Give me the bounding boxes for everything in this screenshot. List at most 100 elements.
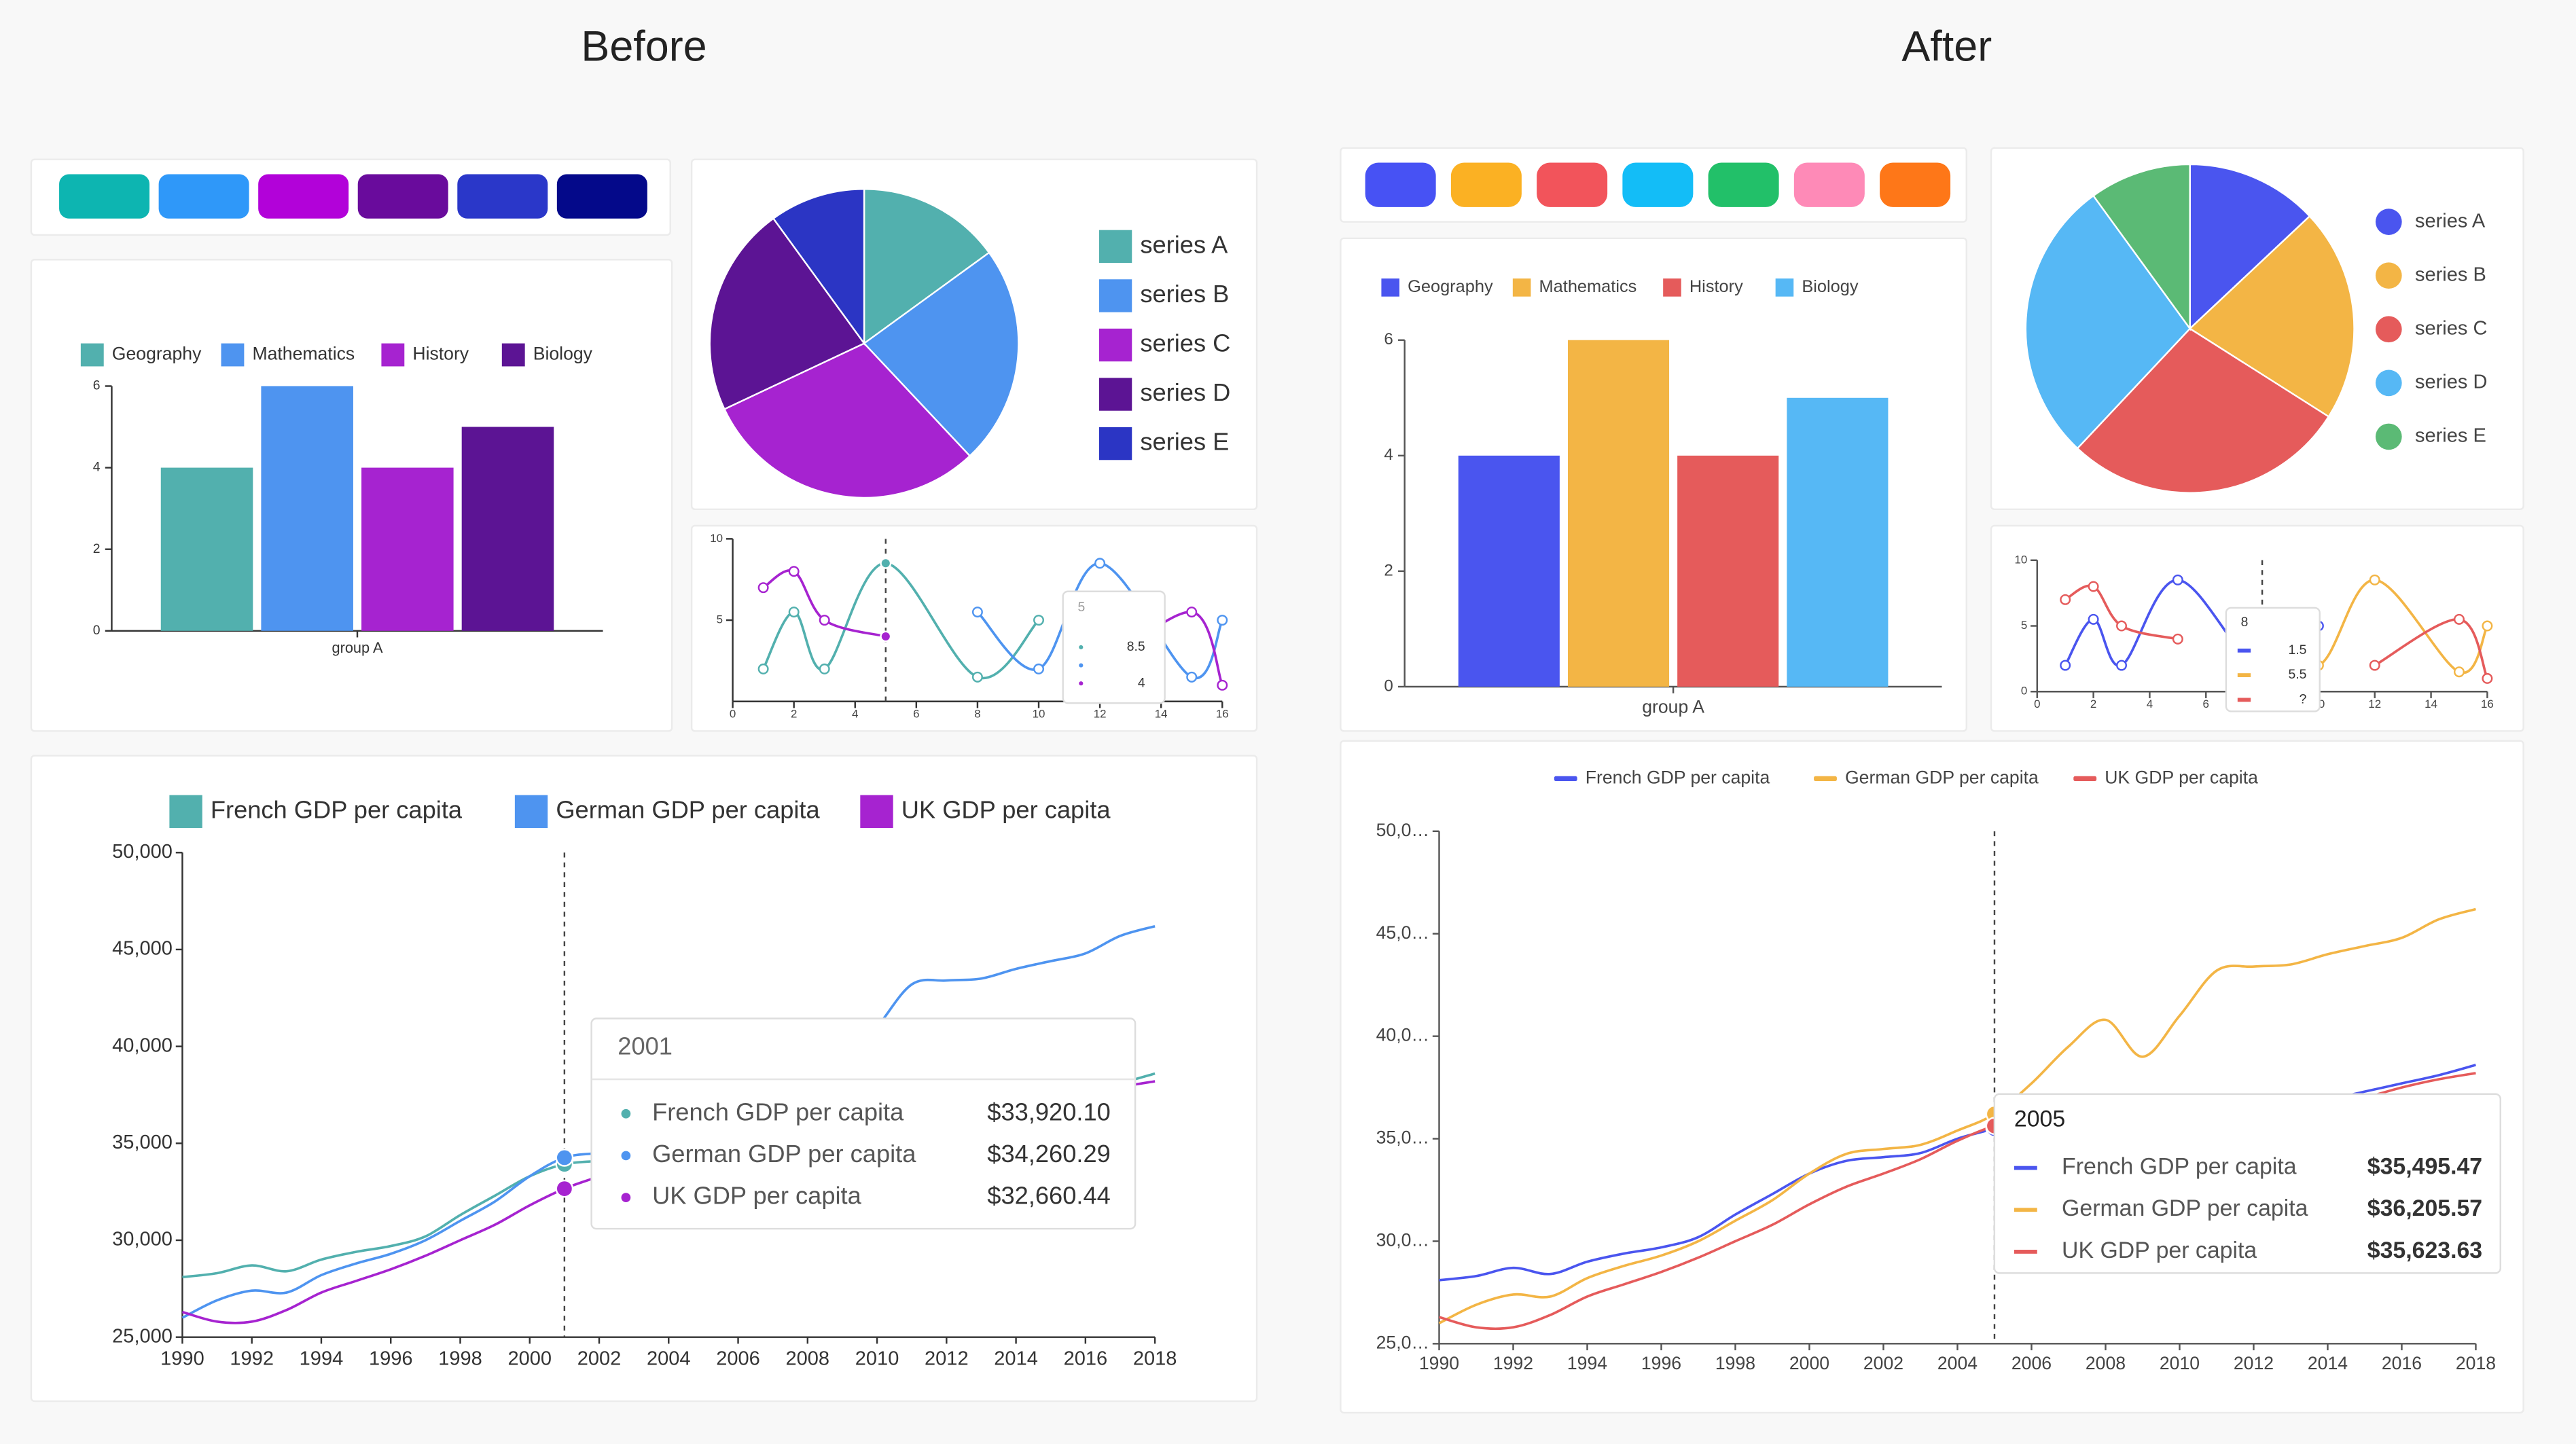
x-tick-label: 1992 — [1493, 1353, 1533, 1373]
legend-marker — [2375, 423, 2402, 450]
x-tick-label: 2006 — [2011, 1353, 2052, 1373]
data-point — [819, 663, 830, 674]
y-tick-label: 5 — [717, 613, 723, 626]
legend-label: series A — [2415, 210, 2486, 232]
x-tick-label: 16 — [1216, 708, 1229, 721]
tooltip-value: $32,660.44 — [987, 1182, 1111, 1210]
x-tick-label: 8 — [974, 708, 980, 721]
legend-marker — [80, 343, 104, 367]
pie-slice — [2092, 163, 2191, 331]
color-swatch — [158, 174, 249, 219]
x-tick-label: 2014 — [2308, 1353, 2348, 1373]
data-point — [819, 615, 830, 626]
x-tick-label: 10 — [1033, 708, 1045, 721]
data-point — [1217, 615, 1228, 626]
tooltip-marker — [1077, 643, 1085, 651]
x-tick-label: 2000 — [507, 1348, 552, 1370]
x-tick-label: group A — [332, 639, 383, 656]
tooltip-name: French GDP per capita — [2062, 1154, 2297, 1180]
x-tick-label: group A — [1642, 696, 1704, 717]
y-tick-label: 45,000 — [112, 938, 173, 960]
tooltip-title: 2005 — [2014, 1106, 2065, 1132]
x-tick-label: 1998 — [1715, 1353, 1755, 1373]
x-tick-label: 2 — [791, 708, 797, 721]
legend-marker — [2375, 316, 2402, 343]
legend-label: Geography — [112, 344, 202, 364]
y-tick-label: 0 — [2021, 685, 2027, 698]
tooltip-marker — [620, 1149, 632, 1162]
y-tick-label: 40,000 — [112, 1034, 173, 1056]
pie-slice — [2189, 163, 2311, 331]
pie-slice — [723, 342, 971, 499]
x-tick-label: 2008 — [786, 1348, 830, 1370]
x-tick-label: 2018 — [1133, 1348, 1177, 1370]
x-tick-label: 2004 — [1937, 1353, 1978, 1373]
data-point — [2116, 660, 2127, 671]
data-point — [1033, 663, 1044, 674]
legend-label: Biology — [533, 344, 593, 364]
tooltip-title: 5 — [1077, 600, 1085, 615]
y-tick-label: 5 — [2021, 619, 2027, 632]
color-swatch — [1708, 162, 1779, 207]
card — [690, 524, 1258, 732]
legend-label: French GDP per capita — [211, 795, 463, 823]
y-tick-label: 0 — [1384, 676, 1393, 695]
data-point — [788, 566, 800, 577]
tooltip-value: 5.5 — [2289, 667, 2307, 682]
data-point — [1186, 671, 1198, 683]
x-tick-label: 1994 — [1567, 1353, 1607, 1373]
legend-label: German GDP per capita — [556, 795, 820, 823]
pie-slice — [709, 217, 865, 410]
panel-heading: After — [1901, 22, 1992, 70]
legend-label: series E — [2415, 425, 2486, 447]
x-tick-label: 4 — [852, 708, 858, 721]
color-swatch — [1880, 162, 1951, 207]
tooltip-marker — [2237, 673, 2251, 677]
y-tick-label: 10 — [710, 532, 723, 545]
tooltip-value: 8.5 — [1127, 639, 1145, 654]
bar — [461, 427, 554, 631]
tooltip-value: $35,495.47 — [2367, 1154, 2482, 1180]
color-swatch — [1622, 162, 1694, 207]
data-point — [2369, 660, 2380, 671]
legend-marker — [2375, 262, 2402, 289]
tooltip-name: German GDP per capita — [2062, 1195, 2308, 1221]
y-tick-label: 35,0… — [1376, 1127, 1429, 1148]
tooltip-marker — [1077, 662, 1085, 670]
color-swatch — [1793, 162, 1865, 207]
x-tick-label: 2000 — [1789, 1353, 1829, 1373]
legend-marker — [1098, 378, 1132, 411]
legend-label: Biology — [1802, 277, 1859, 296]
data-point — [788, 607, 800, 618]
x-tick-label: 12 — [2368, 698, 2381, 710]
x-tick-label: 1992 — [230, 1348, 274, 1370]
x-tick-label: 2018 — [2456, 1353, 2496, 1373]
tooltip-name: UK GDP per capita — [2062, 1238, 2257, 1263]
color-swatch — [59, 174, 150, 219]
y-tick-label: 4 — [93, 460, 101, 475]
y-tick-label: 2 — [1384, 561, 1393, 579]
x-tick-label: 12 — [1094, 708, 1107, 721]
active-point — [880, 630, 892, 643]
data-point — [757, 663, 769, 674]
tooltip — [1993, 1093, 2501, 1274]
legend-marker — [1381, 278, 1400, 297]
tooltip-value: ? — [2300, 691, 2307, 706]
data-point — [2088, 581, 2099, 592]
tooltip-value: $33,920.10 — [987, 1098, 1111, 1125]
y-tick-label: 0 — [93, 623, 101, 638]
data-point — [1094, 558, 1106, 569]
pie-slice — [772, 188, 865, 346]
x-tick-label: 1990 — [160, 1348, 204, 1370]
color-swatch — [258, 174, 349, 219]
legend-marker — [2375, 209, 2402, 235]
x-tick-label: 0 — [730, 708, 736, 721]
legend-label: series B — [2415, 264, 2486, 285]
bar — [1787, 397, 1889, 687]
tooltip-marker — [2237, 698, 2251, 702]
tooltip-title: 8 — [2241, 615, 2249, 630]
y-tick-label: 6 — [1384, 330, 1393, 348]
series-line — [1438, 907, 2476, 1324]
y-tick-label: 45,0… — [1376, 922, 1429, 943]
y-tick-label: 4 — [1384, 446, 1393, 464]
